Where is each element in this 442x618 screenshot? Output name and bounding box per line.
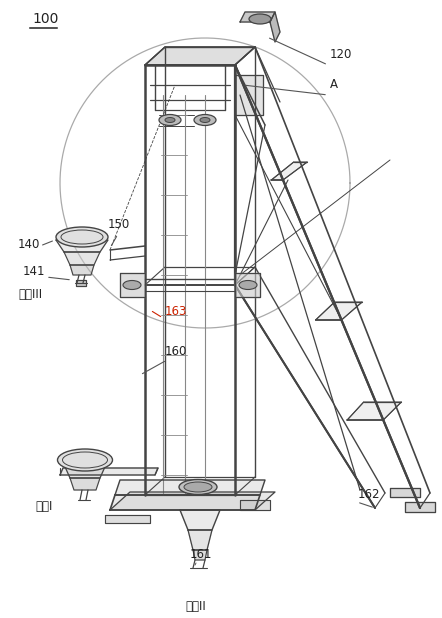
Polygon shape (390, 488, 420, 497)
Ellipse shape (249, 14, 271, 24)
Text: 161: 161 (190, 548, 213, 561)
Ellipse shape (57, 449, 113, 471)
Polygon shape (120, 273, 145, 297)
Text: 工位II: 工位II (185, 600, 206, 613)
Ellipse shape (194, 114, 216, 125)
Polygon shape (70, 265, 94, 275)
Polygon shape (76, 280, 86, 286)
Text: 140: 140 (18, 238, 40, 251)
Polygon shape (115, 480, 265, 495)
Polygon shape (105, 515, 150, 523)
Polygon shape (270, 12, 280, 42)
Polygon shape (110, 492, 275, 510)
Ellipse shape (239, 281, 257, 289)
Polygon shape (271, 162, 307, 180)
Text: 工位I: 工位I (35, 500, 52, 513)
Text: 150: 150 (108, 218, 130, 231)
Ellipse shape (165, 117, 175, 122)
Polygon shape (110, 495, 260, 510)
Polygon shape (70, 478, 100, 490)
Polygon shape (347, 402, 401, 420)
Text: A: A (330, 78, 338, 91)
Text: 工位III: 工位III (18, 288, 42, 301)
Polygon shape (145, 47, 255, 65)
Polygon shape (56, 240, 108, 252)
Text: 160: 160 (165, 345, 187, 358)
Ellipse shape (56, 227, 108, 247)
Ellipse shape (159, 114, 181, 125)
Ellipse shape (200, 117, 210, 122)
Text: 163: 163 (165, 305, 187, 318)
Polygon shape (64, 252, 100, 265)
Polygon shape (60, 468, 158, 475)
Text: 162: 162 (358, 488, 381, 501)
Polygon shape (180, 510, 220, 530)
Ellipse shape (184, 482, 212, 492)
Polygon shape (240, 12, 275, 22)
Ellipse shape (123, 281, 141, 289)
Polygon shape (62, 460, 108, 478)
Polygon shape (188, 530, 212, 550)
Polygon shape (316, 302, 362, 320)
Polygon shape (145, 47, 255, 65)
Text: 141: 141 (23, 265, 46, 278)
Polygon shape (235, 273, 260, 297)
Text: 100: 100 (32, 12, 58, 26)
Polygon shape (193, 550, 207, 560)
Ellipse shape (179, 480, 217, 494)
Polygon shape (235, 75, 263, 115)
Text: 120: 120 (330, 48, 352, 61)
Polygon shape (240, 500, 270, 510)
Polygon shape (405, 502, 435, 512)
